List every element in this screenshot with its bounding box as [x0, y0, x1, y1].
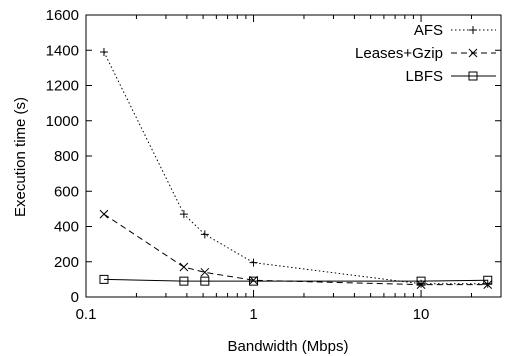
data-point-lbfs: [416, 276, 426, 286]
data-point-afs: [99, 48, 108, 57]
data-point-leases-gzip: [200, 267, 210, 277]
legend-label: LBFS: [405, 68, 443, 85]
x-tick-label: 0.1: [76, 306, 97, 323]
y-tick-label: 1400: [46, 42, 79, 59]
y-tick-label: 0: [71, 289, 79, 306]
data-point-lbfs: [483, 275, 493, 285]
x-tick-label: 10: [413, 306, 430, 323]
legend-item-lbfs: LBFS: [405, 68, 496, 85]
data-point-leases-gzip: [179, 262, 189, 272]
y-tick-label: 800: [54, 148, 79, 165]
legend-label: Leases+Gzip: [355, 45, 443, 62]
y-tick-label: 1200: [46, 78, 79, 95]
series-line-afs: [103, 51, 488, 285]
data-point-lbfs: [200, 276, 210, 286]
legend: AFS Leases+Gzip LBFS: [355, 22, 496, 85]
legend-item-afs: AFS: [414, 22, 496, 39]
x-axis: 0.1 1 10: [76, 15, 502, 323]
data-point-lbfs: [249, 276, 259, 286]
series-line-leases-gzip: [103, 213, 488, 286]
series-leases-gzip: [99, 209, 493, 290]
data-point-afs: [249, 258, 258, 267]
data-point-afs: [200, 230, 209, 239]
legend-label: AFS: [414, 22, 443, 39]
y-tick-label: 1600: [46, 7, 79, 24]
y-axis: 0 200 400 600 800 1000 1200 1400 1600: [46, 7, 501, 306]
data-point-afs: [179, 210, 188, 219]
data-point-leases-gzip: [99, 209, 109, 219]
legend-marker: [468, 71, 478, 81]
y-tick-label: 200: [54, 254, 79, 271]
data-point-lbfs: [99, 274, 109, 284]
x-tick-label: 1: [249, 306, 257, 323]
y-axis-label: Execution time (s): [12, 97, 29, 217]
series-lbfs: [99, 274, 493, 286]
legend-item-leases-gzip: Leases+Gzip: [355, 45, 496, 62]
series-line-lbfs: [103, 278, 488, 282]
legend-marker: [469, 26, 477, 34]
data-point-lbfs: [179, 276, 189, 286]
y-tick-label: 1000: [46, 113, 79, 130]
y-tick-label: 400: [54, 219, 79, 236]
y-tick-label: 600: [54, 183, 79, 200]
series-layer: [99, 48, 493, 290]
x-axis-label: Bandwidth (Mbps): [228, 338, 349, 355]
legend-marker: [468, 48, 478, 58]
